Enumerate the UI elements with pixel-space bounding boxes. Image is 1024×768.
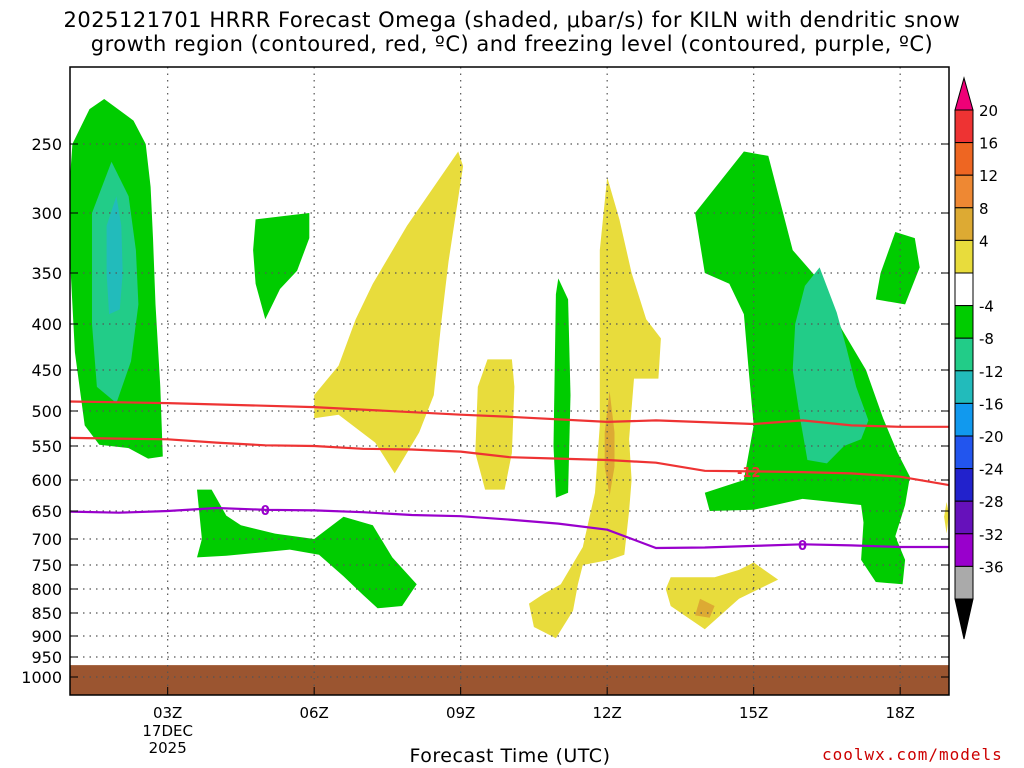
colorbar-box-5	[954, 239, 974, 274]
x-tick-sublabel-0: 17DEC	[142, 722, 193, 740]
colorbar-label-2: 12	[979, 167, 998, 185]
omega-region-gold-1	[695, 598, 715, 618]
colorbar-box-7	[954, 305, 974, 339]
x-tick-sublabel-1: 2025	[149, 739, 187, 757]
colorbar-box-4	[954, 207, 974, 241]
colorbar-label-8: -16	[979, 395, 1004, 413]
y-tick-label-650: 650	[31, 502, 62, 521]
omega-region-green-3	[553, 278, 571, 498]
omega-region-green-2	[197, 489, 417, 609]
colorbar-box-3	[954, 174, 974, 209]
y-tick-label-400: 400	[31, 315, 62, 334]
y-tick-label-350: 350	[31, 264, 62, 283]
contour-line-2	[70, 506, 949, 550]
colorbar-box-11	[954, 435, 974, 470]
colorbar-label-13: -36	[979, 558, 1004, 576]
colorbar-box-8	[954, 337, 974, 372]
contour-label-1-0: -12	[737, 466, 761, 481]
colorbar-label-9: -20	[979, 428, 1004, 446]
colorbar-box-2	[954, 142, 974, 176]
contour-line-0	[70, 400, 949, 428]
y-tick-label-800: 800	[31, 580, 62, 599]
omega-region-yellow-4	[944, 502, 949, 534]
chart-title-line-1: 2025121701 HRRR Forecast Omega (shaded, …	[63, 8, 961, 32]
omega-region-gold-0	[604, 391, 615, 496]
colorbar-label-4: 4	[979, 232, 989, 250]
colorbar-box-15	[954, 565, 974, 600]
colorbar-label-3: 8	[979, 200, 989, 218]
omega-region-yellow-1	[475, 359, 515, 490]
y-tick-label-300: 300	[31, 204, 62, 223]
contour-label-2-1: 0	[798, 539, 807, 554]
ground-band	[70, 665, 949, 695]
colorbar-box-14	[954, 533, 974, 567]
y-tick-label-450: 450	[31, 361, 62, 380]
omega-region-green-5	[875, 232, 920, 305]
colorbar-bottom-triangle	[954, 598, 974, 640]
plot-frame	[69, 66, 950, 696]
colorbar-label-7: -12	[979, 363, 1004, 381]
omega-region-yellow-0	[314, 151, 464, 474]
y-tick-label-250: 250	[31, 135, 62, 154]
colorbar-label-5: -4	[979, 298, 994, 316]
colorbar-label-6: -8	[979, 330, 994, 348]
colorbar-box-9	[954, 370, 974, 404]
colorbar-label-11: -28	[979, 493, 1004, 511]
x-tick-label-12Z: 12Z	[592, 704, 621, 722]
y-tick-label-1000: 1000	[21, 668, 62, 687]
x-tick-label-15Z: 15Z	[739, 704, 768, 722]
omega-region-yellow-2	[529, 177, 661, 639]
plot-area: -12 0 0	[70, 67, 949, 695]
omega-region-cyan-0	[106, 196, 123, 315]
x-axis-label: Forecast Time (UTC)	[409, 745, 611, 767]
colorbar-box-12	[954, 468, 974, 502]
y-tick-label-500: 500	[31, 402, 62, 421]
omega-region-teal-1	[792, 267, 869, 464]
contour-label-2-0: 0	[261, 504, 270, 519]
x-tick-label-18Z: 18Z	[885, 704, 914, 722]
omega-region-yellow-3	[665, 562, 779, 630]
chart-title-line-2: growth region (contoured, red, ºC) and f…	[90, 32, 934, 56]
y-tick-label-950: 950	[31, 648, 62, 667]
colorbar-label-0: 20	[979, 102, 998, 120]
y-tick-label-550: 550	[31, 437, 62, 456]
credit-link[interactable]: coolwx.com/models	[822, 745, 1003, 764]
contour-line-1	[70, 436, 949, 487]
colorbar-top-triangle	[954, 76, 974, 111]
y-tick-label-850: 850	[31, 604, 62, 623]
x-tick-label-03Z: 03Z	[153, 704, 182, 722]
colorbar-box-1	[954, 109, 974, 144]
colorbar-label-1: 16	[979, 135, 998, 153]
colorbar-label-10: -24	[979, 461, 1004, 479]
colorbar-box-10	[954, 402, 974, 437]
omega-region-green-1	[253, 213, 310, 320]
y-tick-label-750: 750	[31, 556, 62, 575]
x-tick-label-09Z: 09Z	[446, 704, 475, 722]
colorbar-label-12: -32	[979, 526, 1004, 544]
y-tick-label-900: 900	[31, 627, 62, 646]
y-tick-label-600: 600	[31, 471, 62, 490]
x-tick-label-06Z: 06Z	[299, 704, 328, 722]
y-tick-label-700: 700	[31, 530, 62, 549]
colorbar-box-6	[954, 272, 974, 307]
colorbar-box-13	[954, 500, 974, 535]
